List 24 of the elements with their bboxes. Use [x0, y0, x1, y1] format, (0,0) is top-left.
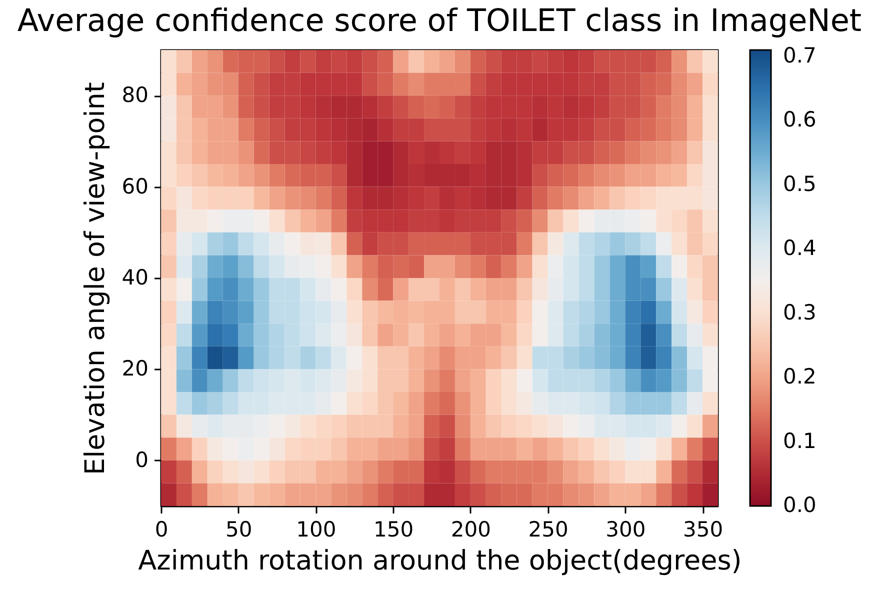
x-axis-title: Azimuth rotation around the object(degrees)	[138, 546, 742, 576]
color-bar-label: 0.7	[783, 43, 816, 68]
color-bar-label: 0.1	[783, 428, 816, 453]
y-tick-label: 20	[122, 356, 148, 381]
color-bar-label: 0.4	[783, 236, 816, 260]
x-tick-label: 150	[374, 518, 414, 542]
x-tick-label: 50	[225, 518, 252, 542]
y-tick-label: 80	[122, 83, 148, 108]
x-tick-label: 350	[682, 518, 724, 542]
y-tick-label: 0	[135, 448, 148, 472]
x-tick-label: 300	[606, 518, 646, 542]
color-bar-label: 0.6	[783, 108, 816, 132]
x-tick-label: 100	[296, 518, 336, 542]
color-bar-label: 0.3	[783, 300, 816, 324]
color-bar-label: 0.2	[783, 364, 816, 389]
x-tick-label: 250	[528, 518, 568, 542]
color-bar-label: 0.0	[783, 493, 816, 517]
chart-title: Average confidence score of TOILET class in ImageNet	[17, 3, 862, 39]
y-tick-label: 40	[122, 266, 148, 290]
x-tick-label: 0	[154, 518, 168, 542]
color-bar-label: 0.5	[783, 172, 816, 196]
x-tick-label: 200	[450, 518, 491, 542]
y-tick-label: 60	[122, 174, 148, 198]
y-axis-title: Elevation angle of view-point	[80, 82, 111, 475]
